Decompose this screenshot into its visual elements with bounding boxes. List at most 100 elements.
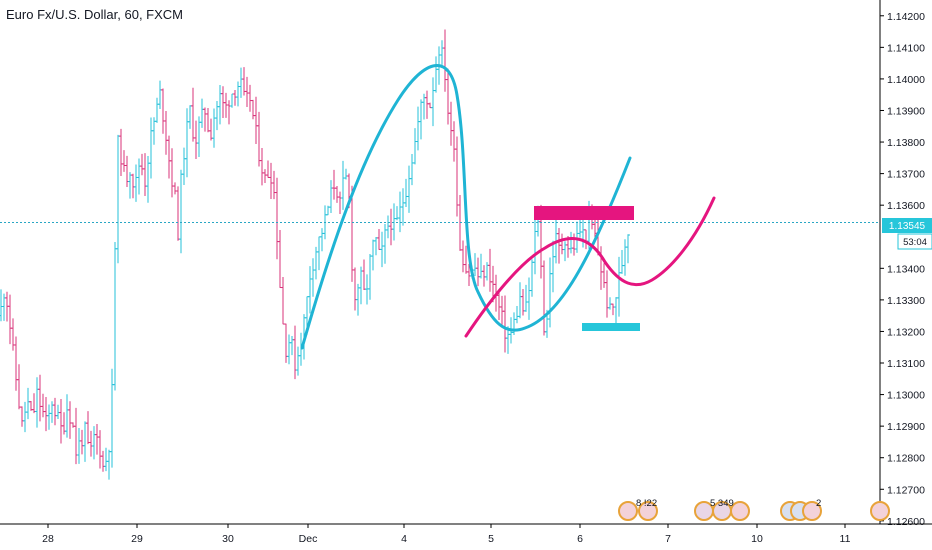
us-flag-icon[interactable] — [730, 501, 750, 521]
price-bar — [230, 93, 234, 108]
price-bar — [380, 231, 384, 268]
price-bar — [107, 449, 111, 480]
price-bar — [329, 180, 333, 214]
event-group-4[interactable] — [870, 501, 890, 521]
resistance-box[interactable] — [534, 206, 634, 220]
y-tick-label: 1.13900 — [887, 105, 925, 117]
time-axis[interactable]: 28 29 30 Dec 4 5 6 7 10 11 — [0, 523, 932, 545]
support-box[interactable] — [582, 323, 640, 331]
price-bar — [122, 150, 126, 172]
y-tick-label: 1.12800 — [887, 453, 925, 465]
price-bar — [251, 99, 255, 120]
price-bar — [281, 277, 285, 325]
event-count-label: 5 349 — [710, 498, 734, 509]
price-bar — [110, 368, 114, 468]
price-bars-layer — [0, 29, 630, 480]
event-group-3[interactable]: 2 — [780, 498, 822, 521]
y-tick-label: 1.13000 — [887, 390, 925, 402]
price-bar — [32, 393, 36, 414]
economic-events-row: 8 !22 5 349 2 — [618, 498, 890, 521]
magenta-wave-drawing[interactable] — [464, 196, 716, 338]
price-bar — [0, 289, 3, 322]
price-bar — [68, 401, 72, 439]
price-bar — [518, 282, 522, 319]
price-bar — [542, 260, 546, 336]
y-tick-label: 1.12700 — [887, 484, 925, 496]
price-bar — [584, 229, 588, 250]
price-bar — [167, 135, 171, 179]
price-bar — [272, 170, 276, 200]
price-bar — [140, 153, 144, 176]
price-bar — [221, 86, 225, 118]
price-bar — [401, 188, 405, 226]
price-bar — [182, 147, 186, 185]
event-group-1[interactable]: 8 !22 — [618, 498, 658, 521]
x-tick-label: 30 — [222, 533, 234, 545]
x-tick-label: 7 — [665, 533, 671, 545]
price-bar — [239, 67, 243, 98]
chart-title: Euro Fx/U.S. Dollar, 60, FXCM — [6, 7, 183, 22]
price-bar — [38, 374, 42, 422]
price-bar — [335, 186, 339, 203]
price-bar — [476, 257, 480, 287]
price-bar — [413, 128, 417, 165]
price-bar — [284, 323, 288, 363]
cyan-wave-drawing[interactable] — [300, 64, 632, 350]
price-bar — [104, 447, 108, 472]
price-bar — [134, 164, 138, 202]
price-bar — [200, 98, 204, 128]
price-bar — [428, 102, 432, 109]
price-bar — [344, 168, 348, 180]
price-bar — [557, 227, 561, 264]
price-bar — [83, 421, 87, 462]
price-bar — [53, 397, 57, 426]
price-bar — [257, 111, 261, 167]
price-bar — [92, 426, 96, 460]
x-tick-label: 11 — [840, 533, 851, 545]
price-bar — [206, 107, 210, 133]
x-tick-label: 4 — [401, 533, 407, 545]
price-bar — [56, 404, 60, 420]
price-bar — [569, 231, 573, 254]
price-bar — [80, 429, 84, 455]
us-flag-icon[interactable] — [618, 501, 638, 521]
price-bar — [50, 401, 54, 423]
price-bar — [386, 215, 390, 239]
x-tick-label: Dec — [299, 533, 318, 545]
price-axis[interactable]: 1.12600 1.12700 1.12800 1.12900 1.13000 1.131… — [879, 0, 925, 528]
price-bar — [353, 267, 357, 311]
price-bar — [533, 217, 537, 275]
price-bar — [17, 364, 21, 410]
price-bar — [260, 148, 264, 186]
price-bar — [521, 289, 525, 316]
price-bar — [296, 346, 300, 376]
price-bar — [254, 96, 258, 145]
price-bar — [176, 186, 180, 241]
us-flag-icon[interactable] — [802, 501, 822, 521]
price-bar — [209, 118, 213, 141]
price-bar — [446, 68, 450, 125]
price-bar — [35, 377, 39, 428]
price-bar — [503, 295, 507, 353]
price-bar — [425, 90, 429, 119]
price-bar — [233, 90, 237, 106]
price-bar — [608, 297, 612, 310]
event-count-label: 2 — [816, 498, 821, 509]
price-bar — [527, 277, 531, 320]
event-group-2[interactable]: 5 349 — [694, 498, 750, 521]
price-bar — [449, 101, 453, 146]
us-flag-icon[interactable] — [870, 501, 890, 521]
price-bar — [278, 229, 282, 289]
price-bar — [23, 401, 27, 433]
price-bar — [59, 398, 63, 444]
last-price-label: 1.13545 — [889, 221, 926, 232]
price-bar — [74, 407, 78, 465]
x-tick-label: 29 — [131, 533, 143, 545]
price-bar — [212, 108, 216, 148]
price-bar — [248, 84, 252, 112]
price-bar — [398, 191, 402, 233]
event-count-label: 8 !22 — [636, 498, 657, 509]
price-bar — [287, 334, 291, 365]
us-flag-icon[interactable] — [638, 501, 658, 521]
